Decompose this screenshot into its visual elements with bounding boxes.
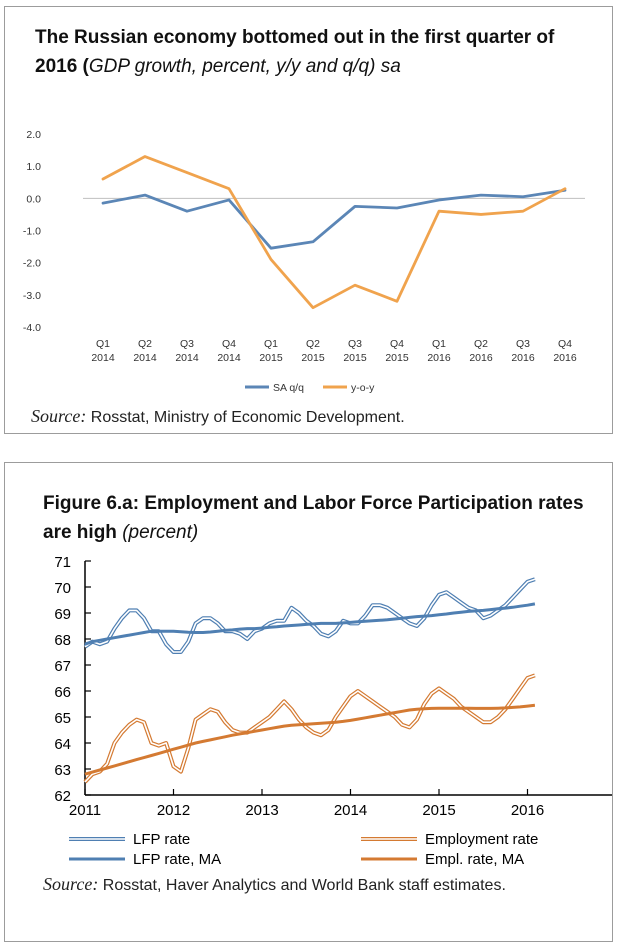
series-line-2 <box>84 602 536 646</box>
y-tick-label: 64 <box>54 736 71 753</box>
x-tick-label-year: 2014 <box>91 352 115 364</box>
series-line-1 <box>101 155 567 310</box>
series-line-inner-1 <box>84 674 536 783</box>
x-tick-label-quarter: Q4 <box>390 338 404 350</box>
x-tick-label-quarter: Q1 <box>264 338 278 350</box>
x-tick-label-year: 2015 <box>259 352 283 364</box>
x-tick-label-quarter: Q4 <box>558 338 572 350</box>
gdp-source-label: Source: <box>31 406 87 426</box>
x-tick-label-year: 2014 <box>217 352 241 364</box>
y-tick-label: 68 <box>54 632 71 649</box>
legend-label-1: Employment rate <box>425 831 538 848</box>
employment-chart-title-main: Figure 6.a: Employment and Labor Force P… <box>43 493 584 543</box>
y-tick-label: 0.0 <box>26 193 41 205</box>
y-tick-label: 1.0 <box>26 161 41 173</box>
y-tick-label: -1.0 <box>23 226 41 238</box>
series-line-inner-0 <box>84 578 536 653</box>
x-tick-label-year: 2014 <box>133 352 157 364</box>
x-tick-label-year: 2016 <box>469 352 493 364</box>
y-tick-label: 2.0 <box>26 129 41 141</box>
y-tick-label: -2.0 <box>23 258 41 270</box>
y-tick-label: 66 <box>54 684 71 701</box>
x-tick-label: 2013 <box>245 802 278 819</box>
x-tick-label-quarter: Q1 <box>96 338 110 350</box>
gdp-chart: 2.0 1.0 0.0 -1.0 -2.0 -3.0 -4.0 Q1 2014 Q2 2014 Q3 2… <box>23 129 585 394</box>
y-tick-label: 65 <box>54 710 71 727</box>
x-tick-label-quarter: Q2 <box>306 338 320 350</box>
employment-source-label: Source: <box>43 874 99 894</box>
gdp-chart-title-units: GDP growth, percent, y/y and q/q) sa <box>88 56 401 77</box>
legend-label-0: LFP rate <box>133 831 190 848</box>
x-tick-label-year: 2016 <box>511 352 535 364</box>
x-tick-label: 2012 <box>157 802 190 819</box>
x-tick-label-quarter: Q1 <box>432 338 446 350</box>
x-tick-label-quarter: Q4 <box>222 338 236 350</box>
y-tick-label: 63 <box>54 762 71 779</box>
x-tick-label-year: 2016 <box>553 352 577 364</box>
x-tick-label-quarter: Q3 <box>516 338 530 350</box>
employment-chart-panel: Figure 6.a: Employment and Labor Force P… <box>4 462 613 942</box>
x-tick-label: 2016 <box>511 802 544 819</box>
employment-source-text: Rosstat, Haver Analytics and World Bank … <box>98 877 506 894</box>
y-tick-label: 69 <box>54 606 71 623</box>
x-tick-label-year: 2014 <box>175 352 199 364</box>
x-tick-label-year: 2016 <box>427 352 451 364</box>
legend-label-0: SA q/q <box>273 382 304 394</box>
legend-label-3: Empl. rate, MA <box>425 851 524 868</box>
x-tick-label: 2014 <box>334 802 367 819</box>
series-line-outer-0 <box>83 577 536 654</box>
legend-label-1: y-o-y <box>351 382 375 394</box>
x-tick-label-year: 2015 <box>301 352 325 364</box>
x-tick-label-quarter: Q3 <box>180 338 194 350</box>
x-tick-label-year: 2015 <box>343 352 367 364</box>
x-tick-label-quarter: Q2 <box>138 338 152 350</box>
x-tick-label-quarter: Q2 <box>474 338 488 350</box>
series-line-outer-1 <box>83 673 536 784</box>
gdp-source-text: Rosstat, Ministry of Economic Developmen… <box>86 409 405 426</box>
y-tick-label: 67 <box>54 658 71 675</box>
x-tick-label-quarter: Q3 <box>348 338 362 350</box>
x-tick-label: 2015 <box>422 802 455 819</box>
y-tick-label: 71 <box>54 554 71 571</box>
employment-chart-title: Figure 6.a: Employment and Labor Force P… <box>43 489 603 547</box>
y-tick-label: 62 <box>54 788 71 805</box>
series-line-0 <box>101 188 567 250</box>
gdp-chart-title-main: The Russian economy bottomed out in the … <box>35 27 555 77</box>
legend-label-2: LFP rate, MA <box>133 851 221 868</box>
x-tick-label-year: 2015 <box>385 352 409 364</box>
series-line-3 <box>84 703 536 776</box>
gdp-chart-panel: The Russian economy bottomed out in the … <box>4 6 613 434</box>
y-tick-label: -4.0 <box>23 322 41 334</box>
y-tick-label: -3.0 <box>23 290 41 302</box>
y-tick-label: 70 <box>54 580 71 597</box>
gdp-chart-title: The Russian economy bottomed out in the … <box>35 23 595 81</box>
employment-chart-title-units: (percent) <box>122 522 199 543</box>
gdp-chart-source: Source: Rosstat, Ministry of Economic De… <box>31 406 405 428</box>
employment-chart-source: Source: Rosstat, Haver Analytics and Wor… <box>43 874 563 896</box>
x-tick-label: 2011 <box>69 802 101 819</box>
